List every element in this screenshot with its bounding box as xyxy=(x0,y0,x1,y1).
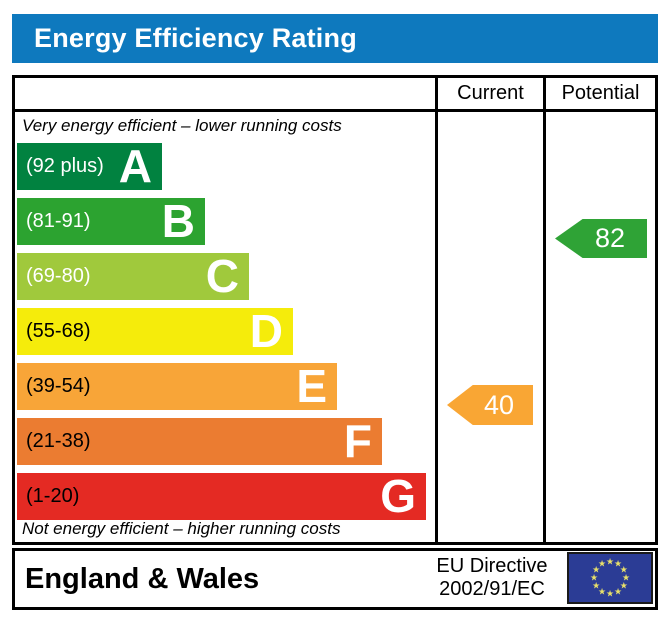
eu-flag-star: ★ xyxy=(592,564,601,575)
band-letter: C xyxy=(205,250,239,302)
column-header-current: Current xyxy=(457,82,524,104)
eu-flag-star: ★ xyxy=(592,580,601,591)
eu-directive-label: EU Directive 2002/91/EC xyxy=(417,555,567,601)
top-note: Very energy efficient – lower running co… xyxy=(22,116,342,135)
page-title: Energy Efficiency Rating xyxy=(34,23,357,53)
band-range-label: (81-91) xyxy=(26,210,91,232)
eu-flag-star: ★ xyxy=(589,572,599,583)
eu-flag-star: ★ xyxy=(621,572,631,583)
footer: England & Wales EU Directive 2002/91/EC … xyxy=(12,548,658,610)
band-range-label: (69-80) xyxy=(26,265,91,287)
band-D: (55-68) D xyxy=(17,308,293,355)
band-C: (69-80) C xyxy=(17,253,249,300)
eu-flag-star: ★ xyxy=(619,564,628,575)
eu-flag-star: ★ xyxy=(619,580,628,591)
band-A: (92 plus) A xyxy=(17,143,162,190)
region-label: England & Wales xyxy=(25,563,260,595)
eu-directive-line1: EU Directive xyxy=(436,555,548,577)
band-B: (81-91) B xyxy=(17,198,205,245)
rating-table: Current Potential Very energy efficient … xyxy=(12,75,658,545)
band-range-label: (39-54) xyxy=(26,375,91,397)
band-letter: A xyxy=(118,140,152,192)
band-F: (21-38) F xyxy=(17,418,382,465)
band-E: (39-54) E xyxy=(17,363,337,410)
band-letter: D xyxy=(249,305,283,357)
potential-rating-arrow: 82 xyxy=(555,219,647,258)
eu-flag-star: ★ xyxy=(613,558,623,569)
column-divider-potential xyxy=(543,78,546,542)
eu-flag-icon: ★ ★ ★ ★ ★ ★ ★ ★ ★ ★ ★ ★ xyxy=(567,552,653,604)
title-bar: Energy Efficiency Rating xyxy=(12,14,658,63)
eu-flag-star: ★ xyxy=(613,586,623,597)
band-letter: E xyxy=(296,360,327,412)
column-divider-current xyxy=(435,78,438,542)
current-rating-arrow: 40 xyxy=(447,385,533,425)
potential-rating-value: 82 xyxy=(594,223,626,253)
band-range-label: (21-38) xyxy=(26,430,91,452)
band-G: (1-20) G xyxy=(17,473,426,520)
bottom-note: Not energy efficient – higher running co… xyxy=(22,519,341,538)
column-header-potential: Potential xyxy=(561,82,640,104)
header-separator xyxy=(15,109,655,112)
eu-flag-star: ★ xyxy=(597,558,607,569)
eu-flag-star: ★ xyxy=(605,556,615,567)
eu-flag-star: ★ xyxy=(605,588,615,599)
eu-flag-star: ★ xyxy=(597,586,607,597)
band-letter: F xyxy=(343,415,372,467)
band-letter: G xyxy=(380,470,416,522)
band-letter: B xyxy=(161,195,195,247)
eu-directive-line2: 2002/91/EC xyxy=(439,578,545,600)
band-range-label: (55-68) xyxy=(26,320,91,342)
current-rating-value: 40 xyxy=(483,389,515,420)
band-range-label: (1-20) xyxy=(26,485,80,507)
band-range-label: (92 plus) xyxy=(26,155,104,177)
